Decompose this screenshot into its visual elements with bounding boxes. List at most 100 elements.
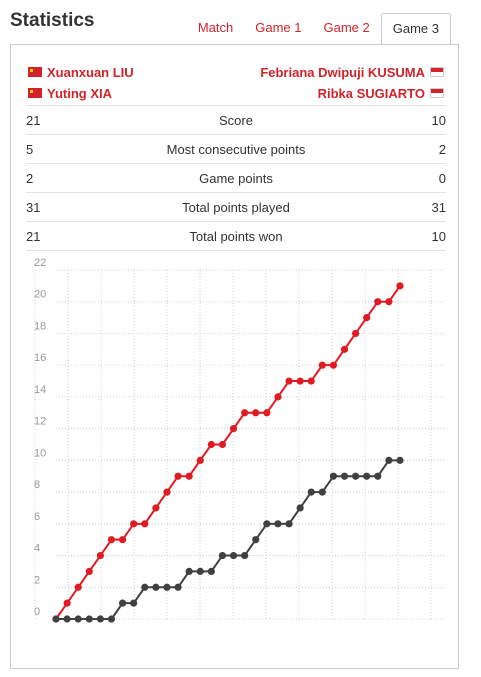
data-point xyxy=(196,456,204,464)
chart-series xyxy=(52,282,404,623)
player-name: Ribka SUGIARTO xyxy=(317,85,425,101)
stat-left-value: 21 xyxy=(26,105,86,135)
data-point xyxy=(163,488,171,496)
player-name: Xuanxuan LIU xyxy=(47,64,134,80)
data-point xyxy=(130,520,138,528)
data-point xyxy=(252,536,260,544)
y-tick-label: 0 xyxy=(34,606,40,618)
data-point xyxy=(340,345,349,353)
y-tick-label: 14 xyxy=(34,384,46,396)
data-point xyxy=(274,393,282,401)
data-point xyxy=(363,313,371,322)
y-tick-label: 18 xyxy=(34,320,46,332)
data-point xyxy=(385,456,393,464)
data-point xyxy=(296,504,304,512)
data-point xyxy=(329,361,338,369)
id-flag-icon xyxy=(430,67,444,77)
data-point xyxy=(130,599,138,607)
stat-label: Total points played xyxy=(86,192,386,222)
stat-right-value: 10 xyxy=(386,105,446,135)
data-point xyxy=(285,520,293,528)
data-point xyxy=(285,377,293,385)
data-point xyxy=(185,567,193,576)
stat-left-value: 21 xyxy=(26,221,86,251)
player-name: Yuting XIA xyxy=(47,85,112,101)
data-point xyxy=(52,615,60,623)
id-flag-icon xyxy=(430,88,444,98)
stat-left-value: 2 xyxy=(26,163,86,193)
series-line xyxy=(56,459,400,620)
series-china xyxy=(52,282,404,623)
data-point xyxy=(385,298,393,306)
player-right-1[interactable]: Febriana Dwipuji KUSUMA xyxy=(260,63,444,81)
stat-left-value: 31 xyxy=(26,192,86,222)
y-tick-label: 22 xyxy=(34,257,46,269)
data-point xyxy=(229,551,238,560)
data-point xyxy=(296,377,304,385)
table-row: 21 Total points won 10 xyxy=(26,221,446,251)
data-point xyxy=(185,472,193,480)
data-point xyxy=(118,599,127,607)
data-point xyxy=(163,583,171,591)
data-point xyxy=(152,504,160,512)
table-row: 5 Most consecutive points 2 xyxy=(26,134,446,164)
stat-right-value: 0 xyxy=(386,163,446,193)
data-point xyxy=(363,472,371,480)
stat-label: Game points xyxy=(86,163,386,193)
stat-label: Total points won xyxy=(86,221,386,251)
tab-game-2[interactable]: Game 2 xyxy=(323,20,370,35)
data-point xyxy=(196,567,204,576)
data-point xyxy=(63,615,71,623)
player-name: Febriana Dwipuji KUSUMA xyxy=(260,64,425,80)
data-point xyxy=(174,583,182,591)
y-tick-label: 6 xyxy=(34,511,40,523)
player-right-2[interactable]: Ribka SUGIARTO xyxy=(318,84,444,102)
tab-game-1[interactable]: Game 1 xyxy=(255,20,302,35)
table-row: 31 Total points played 31 xyxy=(26,192,446,222)
chart-grid xyxy=(34,269,444,621)
y-axis: 0 2 4 6 8 10 12 14 16 18 20 22 xyxy=(34,257,46,618)
series-line xyxy=(55,285,401,620)
data-point xyxy=(141,583,149,591)
tab-bar: Match Game 1 Game 2 Game 3 xyxy=(187,13,451,46)
data-point xyxy=(174,472,182,480)
data-point xyxy=(396,456,404,464)
data-point xyxy=(74,583,82,591)
stats-table: 21 Score 10 5 Most consecutive points 2 … xyxy=(26,105,446,251)
data-point xyxy=(218,440,227,449)
player-left-2[interactable]: Yuting XIA xyxy=(28,84,112,102)
data-point xyxy=(318,361,326,369)
data-point xyxy=(107,536,116,544)
y-tick-label: 10 xyxy=(34,447,46,459)
tab-game-3[interactable]: Game 3 xyxy=(380,13,451,46)
y-tick-label: 8 xyxy=(34,479,40,491)
data-point xyxy=(85,615,93,623)
stat-left-value: 5 xyxy=(26,134,86,164)
stat-right-value: 2 xyxy=(386,134,446,164)
table-row: 21 Score 10 xyxy=(26,105,446,135)
data-point xyxy=(318,488,326,496)
data-point xyxy=(218,551,227,560)
stat-label: Most consecutive points xyxy=(86,134,386,164)
data-point xyxy=(207,567,215,576)
y-tick-label: 16 xyxy=(34,352,46,364)
tab-match[interactable]: Match xyxy=(197,20,234,35)
player-left-1[interactable]: Xuanxuan LIU xyxy=(28,63,134,81)
data-point xyxy=(274,520,282,528)
data-point xyxy=(374,472,382,480)
data-point xyxy=(307,488,315,496)
data-point xyxy=(329,472,338,480)
cn-flag-icon xyxy=(28,88,42,98)
data-point xyxy=(352,472,360,480)
data-point xyxy=(96,551,104,560)
stat-right-value: 10 xyxy=(386,221,446,251)
statistics-panel: Xuanxuan LIU Yuting XIA Febriana Dwipuji… xyxy=(10,44,459,669)
data-point xyxy=(340,472,349,480)
stat-right-value: 31 xyxy=(386,192,446,222)
data-point xyxy=(85,567,93,576)
data-point xyxy=(241,551,249,560)
page-title: Statistics xyxy=(10,10,95,31)
y-tick-label: 4 xyxy=(34,543,40,555)
y-tick-label: 12 xyxy=(34,416,46,428)
